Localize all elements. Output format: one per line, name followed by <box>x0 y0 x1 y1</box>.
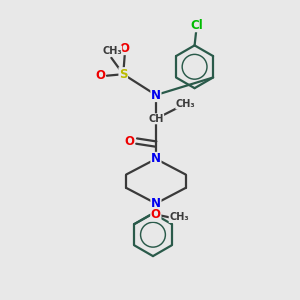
Text: CH₃: CH₃ <box>102 46 122 56</box>
Text: O: O <box>95 69 105 82</box>
Text: O: O <box>120 42 130 55</box>
Text: S: S <box>119 68 128 81</box>
Text: CH: CH <box>148 114 164 124</box>
Text: CH₃: CH₃ <box>169 212 189 223</box>
Text: O: O <box>124 135 134 148</box>
Text: O: O <box>151 208 161 221</box>
Text: N: N <box>151 88 161 101</box>
Text: N: N <box>151 197 161 210</box>
Text: N: N <box>151 152 161 165</box>
Text: Cl: Cl <box>190 19 203 32</box>
Text: CH₃: CH₃ <box>176 99 196 109</box>
